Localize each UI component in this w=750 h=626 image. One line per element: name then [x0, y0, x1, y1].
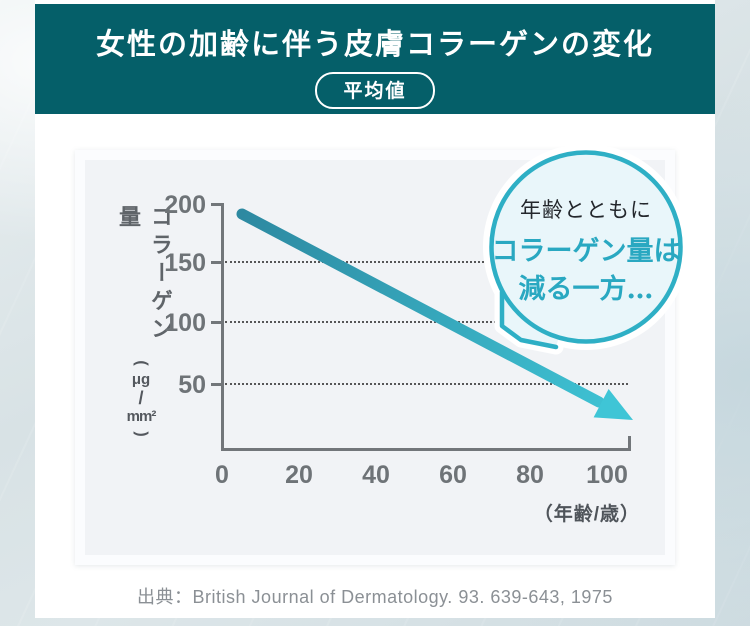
- y-tick-200: 200: [164, 191, 206, 219]
- x-axis-end-tick: [628, 436, 631, 450]
- x-axis-title: （年齢/歳）: [533, 504, 640, 525]
- y-tickmark-150: [211, 261, 222, 264]
- bubble-text-line3: 減る一方…: [518, 274, 654, 305]
- x-tick-0: 0: [215, 461, 229, 489]
- x-tick-40: 40: [362, 461, 390, 489]
- y-axis-title: コラーゲン量: [116, 205, 173, 345]
- y-axis-line: [221, 203, 224, 451]
- gridline-50: [225, 383, 628, 385]
- bubble-text-line1: 年齢とともに: [520, 198, 652, 222]
- x-tick-60: 60: [439, 461, 467, 489]
- page-title: 女性の加齢に伴う皮膚コラーゲンの変化: [95, 29, 654, 61]
- average-badge: 平均値: [315, 72, 435, 109]
- x-axis-line: [221, 448, 631, 451]
- gridline-100: [225, 321, 628, 323]
- unit-numerator: μg: [131, 371, 151, 388]
- unit-close-paren: ): [133, 431, 150, 437]
- header: 女性の加齢に伴う皮膚コラーゲンの変化 平均値: [35, 4, 715, 114]
- x-tick-100: 100: [586, 461, 628, 489]
- x-tick-20: 20: [285, 461, 313, 489]
- y-tickmark-50: [211, 383, 222, 386]
- y-tickmark-200: [211, 203, 222, 206]
- y-tick-100: 100: [164, 309, 206, 337]
- y-axis-unit: ( μg / mm² ): [124, 356, 158, 441]
- bubble-text-line2: コラーゲン量は: [491, 236, 681, 267]
- source-citation: 出典：British Journal of Dermatology. 93. 6…: [137, 587, 613, 607]
- unit-denominator: mm²: [126, 408, 157, 425]
- y-tick-50: 50: [178, 371, 206, 399]
- y-tickmark-100: [211, 321, 222, 324]
- x-tick-80: 80: [516, 461, 544, 489]
- unit-slash: /: [138, 388, 144, 408]
- y-tick-150: 150: [164, 249, 206, 277]
